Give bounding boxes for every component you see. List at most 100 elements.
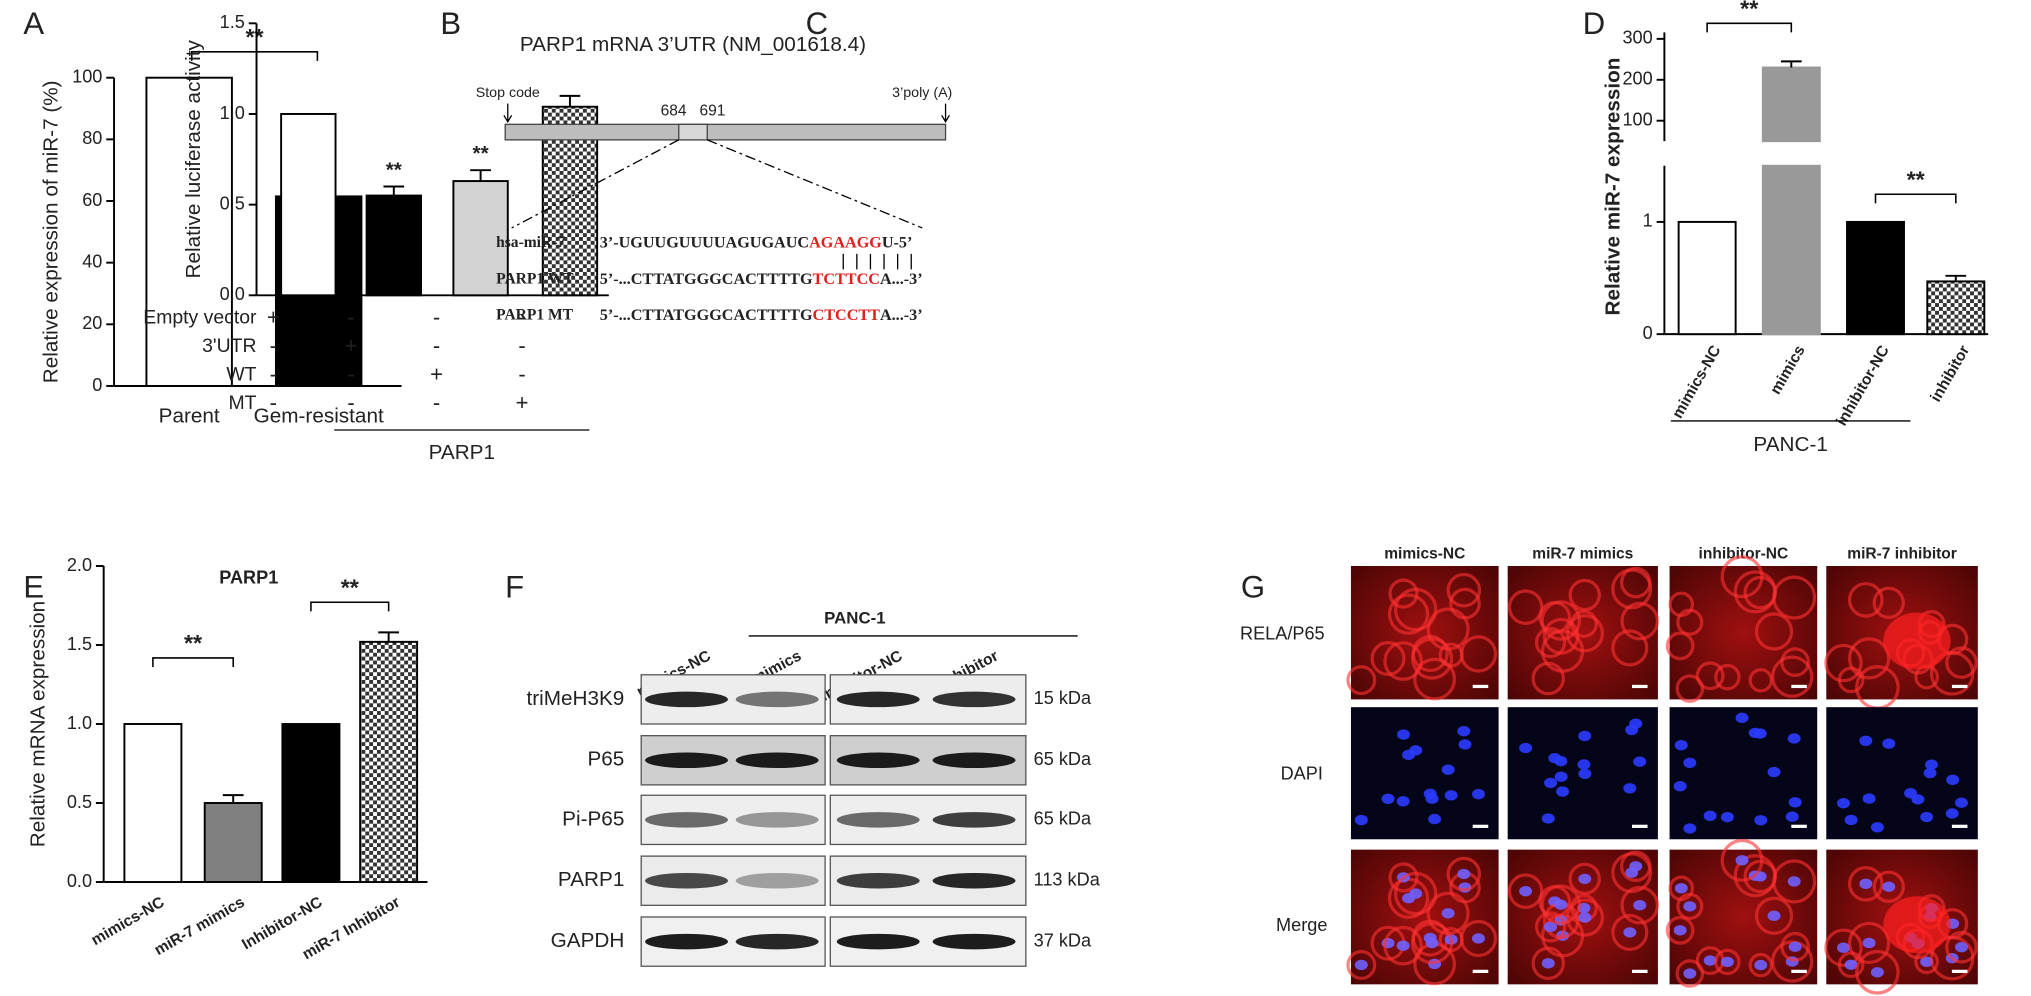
nucleus [1457,726,1471,737]
error-bar [1780,60,1802,68]
nucleus [1396,940,1410,951]
cell [1568,578,1601,612]
significance-label: ** [341,574,360,600]
y-tick-label: 100 [1622,110,1652,130]
error-bar [222,794,244,804]
nucleus [1870,967,1884,978]
cell [1675,674,1705,703]
cell [1872,586,1905,619]
position-label: 684 [661,102,687,119]
y-tick-label: 100 [72,67,102,87]
nucleus [1754,959,1768,971]
nucleus [1623,927,1637,938]
protein-label: triMeH3K9 [526,687,624,710]
sequence-part: A...-3’ [880,270,923,287]
cell [1507,873,1544,909]
y-axis-label: Relative miR-7 expression [1601,58,1624,316]
nucleus [1544,777,1558,789]
y-tick-label: 1.0 [220,103,245,123]
sequence-part: 5’-...CTTATGGGCACTTTTG [600,307,813,324]
zoom-line [511,139,923,229]
y-tick-label: 40 [82,251,102,271]
protein-label: Pi-P65 [562,807,624,830]
nucleus [1458,739,1472,750]
y-tick-label: 200 [1622,69,1652,89]
error-bar [470,169,491,182]
band [735,933,819,950]
size-label: 37 kDa [1034,930,1092,950]
band [836,691,920,708]
cell [1534,626,1567,659]
band [645,933,728,950]
micrograph [1665,838,1818,988]
diagram-label: 3’poly (A) [892,85,952,101]
significance-bracket [152,657,234,668]
bar [1761,66,1821,143]
sequence-name: PARP1 MT [496,307,574,324]
cell [1446,572,1482,608]
sequence-part: CTCCTT [813,307,881,324]
cell [1611,568,1653,610]
significance-label: ** [1907,166,1926,192]
cell [1714,948,1741,976]
nucleus [1578,873,1592,885]
nucleus [1625,724,1639,736]
utr-bar [504,123,947,141]
cell [1720,838,1764,882]
nucleus [1441,908,1455,919]
nucleus [1673,925,1687,936]
sequence: 3’-UGUUGUUUUAGUGAUCAGAAGGU-5’ [600,234,913,251]
cell [1388,578,1419,609]
cell [1780,647,1810,677]
nucleus [1683,968,1697,979]
cell [1665,915,1695,945]
y-tick-label: 0 [92,375,102,395]
nucleus [1578,912,1592,923]
nucleus [1920,956,1934,967]
band [932,872,1016,889]
cell [1611,913,1649,951]
x-tick-label: inhibitor-NC [1833,343,1893,429]
cell [1847,582,1884,618]
x-tick-label: mimics-NC [1669,343,1724,422]
y-tick-label: 0 [1643,323,1653,343]
panel-letter: G [1241,570,1265,605]
x-tick-label: mimics [1767,343,1808,398]
micrograph [1350,707,1499,840]
y-tick-label: 0.5 [67,792,92,812]
arrow [941,103,951,124]
nucleus [1457,868,1471,880]
nucleus [1409,745,1423,756]
sequence: 5’-...CTTATGGGCACTTTTGCTCCTTA...-3’ [600,307,923,324]
nucleus [1425,937,1439,949]
y-tick-label: 20 [82,313,102,333]
nucleus [1577,759,1591,770]
y-axis-label: Relative luciferase activity [182,39,205,278]
nucleus [1785,811,1799,822]
condition-label: MT [228,392,256,414]
nucleus [1788,941,1802,952]
nucleus [1882,881,1896,892]
nucleus [1703,810,1717,821]
condition-mark: + [430,361,443,386]
condition-mark: - [347,361,354,386]
cell [1446,856,1482,892]
cell [1413,657,1457,701]
x-tick-label: Gem-resistant [254,405,384,428]
condition-mark: + [345,333,358,358]
condition-mark: - [347,390,354,415]
band [645,691,728,708]
nucleus [1633,900,1647,911]
nucleus [1578,730,1592,742]
condition-mark: - [433,333,440,358]
cell [1668,591,1695,618]
size-label: 65 kDa [1034,749,1092,769]
micrograph [1346,565,1499,701]
position-label: 691 [699,102,725,119]
cell [1565,898,1605,937]
sequence-part: 3’-UGUUGUUUUAGUGAUC [600,234,809,251]
sequence: 5’-...CTTATGGGCACTTTTGTCTTCCA...-3’ [600,270,923,287]
y-tick-label: 1.0 [67,713,92,733]
cell [1611,852,1653,894]
nucleus [1396,796,1410,807]
